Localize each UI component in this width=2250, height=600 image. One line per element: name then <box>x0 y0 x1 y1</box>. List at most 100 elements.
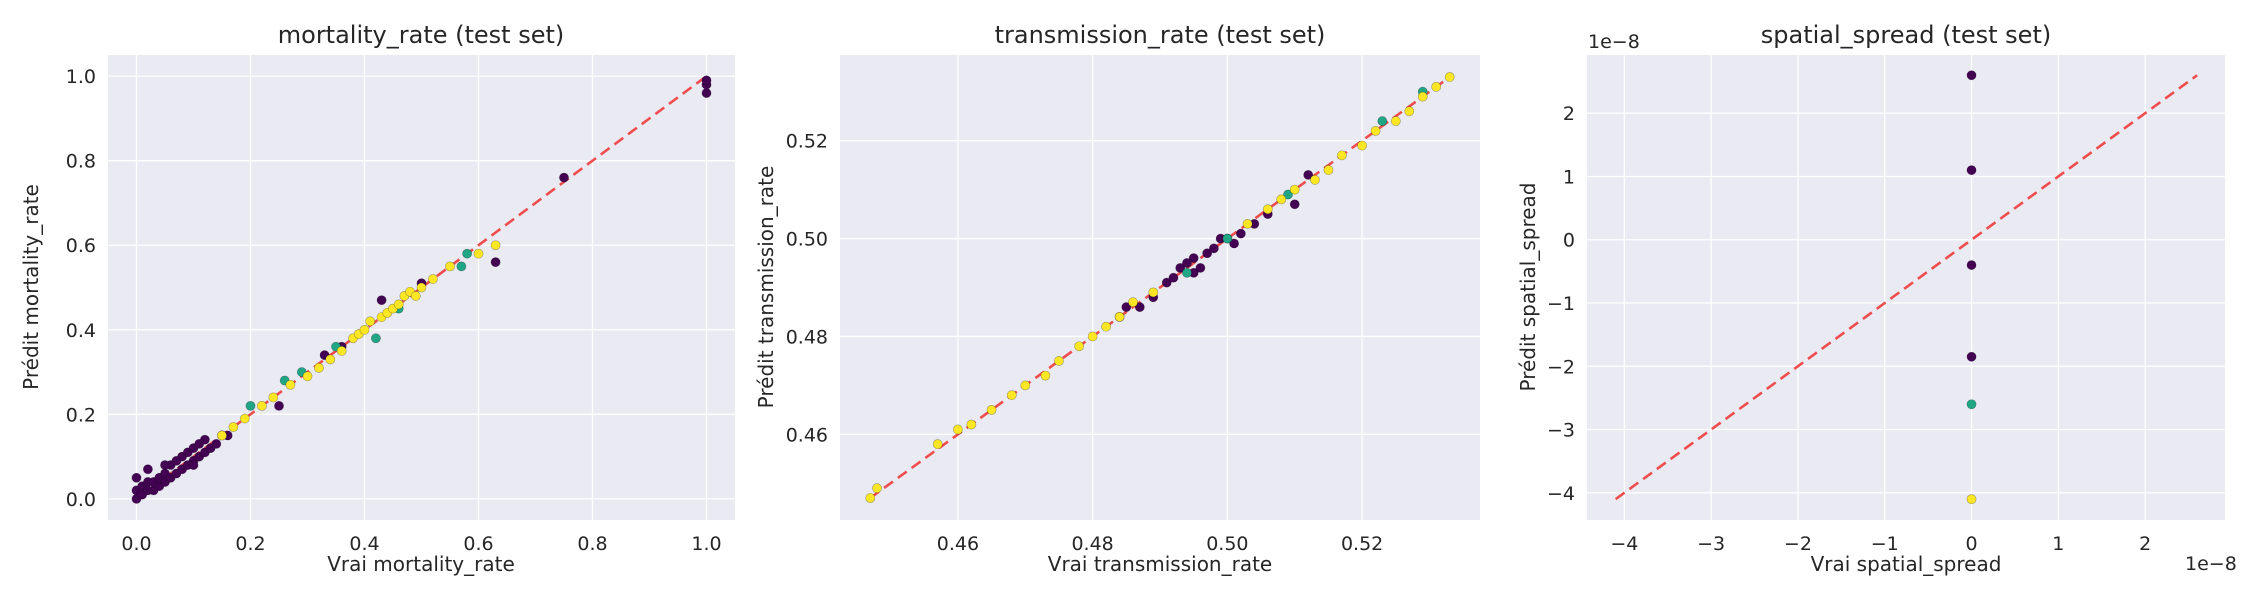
data-point <box>1404 106 1415 117</box>
y-tick-label: 0.6 <box>66 235 96 257</box>
x-tick-label: 0.2 <box>235 533 265 555</box>
y-tick-labels: 0.0 0.2 0.4 0.6 0.8 1.0 <box>66 66 96 511</box>
y-tick-label: 0.8 <box>66 151 96 173</box>
x-tick-label: 0.4 <box>349 533 379 555</box>
data-point <box>1417 91 1428 102</box>
points <box>865 72 1455 503</box>
data-point <box>1323 165 1334 175</box>
x-tick-label: −3 <box>1697 533 1725 555</box>
x-tick-label: 1 <box>2052 533 2064 555</box>
y-tick-label: 0.48 <box>786 326 828 348</box>
data-point <box>393 299 404 310</box>
x-tick-label: 0.6 <box>463 533 493 555</box>
data-point <box>217 430 227 441</box>
data-point <box>1101 321 1112 332</box>
y-tick-label: 0.2 <box>66 404 96 426</box>
data-point <box>336 346 347 356</box>
y-tick-label: 0.52 <box>786 131 828 153</box>
x-tick-labels: 0.0 0.2 0.4 0.6 0.8 1.0 <box>121 533 721 555</box>
data-point <box>1444 72 1455 82</box>
data-point <box>1229 238 1240 249</box>
data-point <box>239 413 250 424</box>
y-tick-label: 1 <box>1563 166 1575 188</box>
data-point <box>1175 263 1186 273</box>
data-point <box>370 333 381 344</box>
y-axis-label: Prédit transmission_rate <box>754 166 778 409</box>
x-tick-label: 2 <box>2139 533 2151 555</box>
grid <box>108 55 735 520</box>
data-point <box>1242 218 1253 229</box>
data-point <box>1390 116 1401 126</box>
x-tick-label: 0.48 <box>1071 533 1113 555</box>
data-point <box>1431 81 1442 92</box>
points <box>1966 70 1977 505</box>
data-point <box>473 248 484 259</box>
x-tick-label: 1.0 <box>691 533 721 555</box>
data-point <box>952 424 963 435</box>
x-axis-label: Vrai transmission_rate <box>1048 552 1272 576</box>
data-point <box>1134 302 1145 312</box>
data-point <box>416 282 427 293</box>
x-tick-label: 0.52 <box>1341 533 1383 555</box>
data-point <box>462 248 472 259</box>
data-point <box>1966 165 1977 176</box>
y-tick-label: 0.46 <box>786 424 828 446</box>
data-point <box>302 371 313 382</box>
data-point <box>1966 260 1977 270</box>
data-point <box>1966 70 1977 81</box>
data-point <box>1370 125 1381 136</box>
data-point <box>1377 116 1388 126</box>
data-point <box>1966 494 1977 505</box>
data-point <box>1074 341 1085 352</box>
data-point <box>1289 199 1300 210</box>
data-point <box>1148 287 1159 298</box>
data-point <box>199 434 210 445</box>
data-point <box>188 460 199 470</box>
data-point <box>1040 370 1051 381</box>
identity-line <box>1614 74 2198 501</box>
data-point <box>1208 243 1219 254</box>
data-point <box>211 439 222 449</box>
y-tick-labels: 0.46 0.48 0.50 0.52 <box>786 131 828 447</box>
data-point <box>1161 277 1172 288</box>
data-point <box>986 404 997 415</box>
chart-title: transmission_rate (test set) <box>995 21 1326 49</box>
data-point <box>131 472 142 483</box>
y-tick-label: 2 <box>1563 103 1575 125</box>
data-point <box>256 400 267 411</box>
points <box>131 75 712 504</box>
data-point <box>445 261 455 272</box>
y-tick-labels: −4 −3 −2 −1 0 1 2 <box>1547 103 1575 505</box>
x-offset-label: 1e−8 <box>2185 553 2237 575</box>
data-point <box>966 419 977 430</box>
y-offset-label: 1e−8 <box>1588 31 1640 53</box>
data-point <box>245 400 256 411</box>
data-point <box>1310 174 1320 185</box>
data-point <box>1283 189 1293 200</box>
x-tick-label: −2 <box>1784 533 1812 555</box>
data-point <box>1168 272 1179 283</box>
data-point <box>142 464 153 475</box>
data-point <box>1182 267 1192 278</box>
data-point <box>701 75 712 86</box>
data-point <box>325 354 336 365</box>
grid <box>840 55 1480 520</box>
data-point <box>1114 311 1125 322</box>
identity-line <box>869 75 1451 500</box>
x-tick-label: 0.8 <box>577 533 607 555</box>
y-tick-label: 0.4 <box>66 320 96 342</box>
x-tick-label: −1 <box>1871 533 1899 555</box>
data-point <box>268 392 279 403</box>
data-point <box>1289 184 1300 195</box>
data-point <box>1966 351 1977 362</box>
data-point <box>490 240 501 251</box>
data-point <box>872 483 882 494</box>
y-tick-label: 0.0 <box>66 489 96 511</box>
data-point <box>1054 356 1064 366</box>
data-point <box>1222 233 1233 244</box>
data-point <box>1182 258 1192 268</box>
data-point <box>274 400 284 411</box>
x-axis-label: Vrai spatial_spread <box>1811 552 2002 576</box>
x-tick-label: 0 <box>1965 533 1977 555</box>
data-point <box>1336 150 1347 161</box>
